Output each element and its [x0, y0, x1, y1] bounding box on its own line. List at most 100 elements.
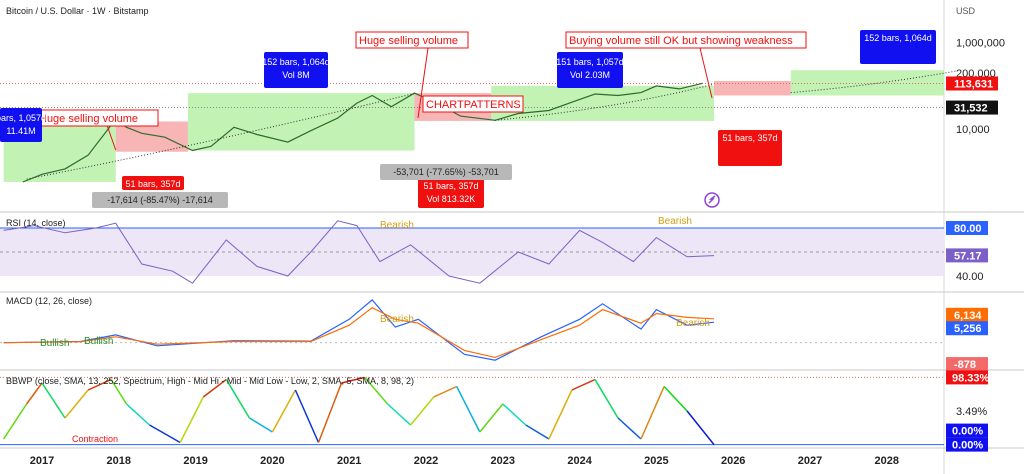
bbwp-segment	[548, 389, 573, 440]
annotation-text: 51 bars, 357d	[423, 181, 478, 191]
annotation-box-filled	[380, 164, 512, 180]
currency-label[interactable]: USD	[956, 6, 976, 16]
bbwp-segment	[179, 396, 204, 443]
bbwp-tag-bg	[946, 437, 988, 452]
bbwp-segment	[271, 389, 297, 433]
time-axis-label: 2028	[875, 455, 899, 467]
annotation-arrow	[699, 47, 713, 99]
bbwp-annotation: Contraction	[72, 434, 118, 444]
annotation-text: -17,614 (-85.47%) -17,614	[107, 195, 213, 205]
bbwp-segment	[2, 403, 28, 440]
bbwp-segment	[364, 376, 389, 405]
bbwp-tag-label: 98.33%	[952, 372, 990, 384]
macd-tag-bg	[946, 357, 988, 372]
bbwp-title: BBWP (close, SMA, 13, 252, Spectrum, Hig…	[6, 376, 414, 386]
chart-title: Bitcoin / U.S. Dollar · 1W · Bitstamp	[6, 6, 149, 16]
macd-annotation: Bullish	[40, 338, 69, 349]
bbwp-segment	[410, 396, 435, 426]
macd-annotation: Bearish	[380, 314, 414, 325]
macd-annotation: Bearish	[676, 318, 710, 329]
rsi-band	[0, 228, 944, 276]
bbwp-segment	[456, 386, 481, 433]
bbwp-segment	[640, 386, 665, 440]
annotation-text: 152 bars, 1,064d	[864, 33, 932, 43]
bbwp-segment	[525, 424, 550, 440]
bbwp-segment	[202, 378, 227, 398]
time-axis-label: 2027	[798, 455, 822, 467]
annotation-text: 151 bars, 1,057d	[556, 57, 624, 67]
series-layer	[2, 70, 957, 446]
projection-curve-2	[495, 83, 715, 121]
bbwp-segment	[387, 403, 412, 426]
macd-tag-label: 6,134	[954, 310, 982, 322]
zone-green-6	[790, 70, 944, 96]
annotation-box-outline	[565, 31, 807, 49]
bbwp-segment	[479, 403, 504, 433]
annotation-arrow	[106, 125, 117, 151]
bbwp-segment	[25, 382, 43, 405]
bbwp-segment	[317, 382, 343, 443]
bbwp-segment	[594, 379, 619, 419]
bbwp-segment	[110, 379, 128, 405]
annotation-box-filled	[557, 52, 623, 88]
annotation-box-filled	[718, 130, 782, 166]
price-tick-label: 10,000	[956, 124, 990, 136]
time-axis-label: 2023	[491, 455, 515, 467]
bbwp-tag-label: 0.00%	[952, 426, 983, 438]
rsi-tag-bg	[946, 248, 988, 263]
zone-green-4	[491, 85, 714, 121]
rsi-title: RSI (14, close)	[6, 218, 66, 228]
annotation-subtext: Vol 813.32K	[427, 194, 476, 204]
bbwp-segment	[663, 385, 688, 412]
bbwp-segment	[125, 403, 151, 426]
rsi-line	[3, 220, 715, 284]
price-line	[22, 82, 703, 183]
time-axis-label: 2019	[183, 455, 207, 467]
annotation-text: Huge selling volume	[39, 113, 138, 125]
price-tag-label: 113,631	[954, 78, 993, 90]
annotation-subtext: 11.41M	[6, 126, 35, 136]
rsi-tag-bg	[946, 221, 988, 235]
bbwp-segment	[64, 389, 89, 419]
macd-annotation: Bullish	[84, 336, 113, 347]
zone-red-1	[115, 121, 188, 152]
macd-tag-bg	[946, 307, 988, 322]
annotation-subtext: Vol 2.03M	[570, 70, 610, 80]
annotation-box-filled	[122, 176, 184, 190]
bbwp-segment	[341, 376, 365, 384]
time-axis-label: 2022	[414, 455, 438, 467]
annotation-text: Huge selling volume	[359, 35, 458, 47]
zone-green-2	[187, 93, 415, 151]
bbwp-segment	[571, 378, 596, 391]
annotation-box-filled	[92, 192, 228, 208]
annotation-box-filled	[418, 176, 484, 208]
label-layer: Huge selling volume Huge selling volume Bu…	[0, 30, 936, 444]
bbwp-segment	[686, 410, 715, 446]
annotation-text: 51 bars, 357d	[125, 179, 180, 189]
rsi-tick-label: 40.00	[956, 271, 984, 283]
bbwp-segment	[294, 389, 320, 443]
bbwp-segment	[617, 417, 642, 440]
bbwp-segment	[87, 378, 112, 391]
rsi-tag-label: 57.17	[954, 250, 982, 262]
time-axis-label: 2024	[567, 455, 592, 467]
macd-tag-label: 5,256	[954, 323, 982, 335]
annotation-text: bars, 1,057d	[0, 113, 46, 123]
time-axis-label: 2025	[644, 455, 668, 467]
annotation-text: 51 bars, 357d	[722, 133, 777, 143]
rsi-tag-label: 80.00	[954, 223, 982, 235]
annotation-text: CHARTPATTERNS	[426, 99, 521, 111]
bbwp-segment	[225, 379, 251, 419]
price-tag-label: 31,532	[954, 103, 988, 115]
price-tag-bg	[946, 76, 998, 91]
annotation-text: 152 bars, 1,064d	[262, 57, 330, 67]
bbwp-segment	[502, 403, 527, 426]
annotation-box-outline	[422, 95, 524, 113]
annotation-box-filled	[264, 52, 328, 88]
bbwp-tag-label: 0.00%	[952, 440, 983, 452]
bbwp-tick-label: 3.49%	[956, 406, 987, 418]
time-axis-label: 2018	[107, 455, 131, 467]
price-tag-bg	[946, 100, 998, 115]
projection-curve-3	[790, 70, 957, 94]
